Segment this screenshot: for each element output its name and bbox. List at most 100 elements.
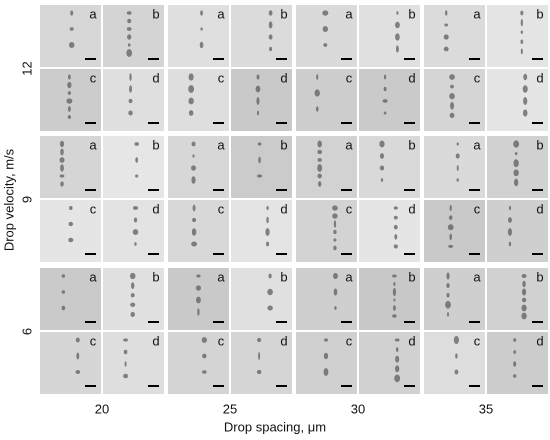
panel-letter: a (217, 6, 225, 21)
micrograph-panel (296, 69, 357, 131)
drop (322, 10, 329, 16)
micrograph-panel (487, 69, 548, 131)
drop (450, 84, 454, 89)
micrograph-panel (359, 69, 420, 131)
drop (200, 10, 204, 16)
drop (132, 229, 139, 235)
panel-letter: a (345, 269, 353, 284)
x-axis-label: Drop spacing, μm (224, 419, 326, 434)
drop (268, 34, 273, 40)
drop (514, 152, 518, 156)
drop (267, 305, 273, 311)
drop (521, 297, 527, 303)
drop (67, 81, 72, 89)
drop (128, 98, 133, 104)
micrograph-panel (40, 5, 101, 67)
drop (191, 176, 196, 184)
drop (256, 74, 260, 80)
drop (191, 228, 197, 236)
drop (68, 42, 75, 48)
drop (520, 10, 524, 16)
drop (129, 85, 133, 93)
drop (454, 369, 459, 375)
drop (394, 338, 400, 342)
drop (201, 337, 207, 343)
drop (333, 238, 337, 242)
drop (202, 353, 207, 359)
micrograph-panel (168, 200, 229, 262)
drop (126, 49, 133, 57)
drop (323, 338, 328, 342)
drop (132, 206, 139, 210)
drop (513, 361, 517, 367)
drop (188, 85, 195, 93)
micrograph-panel (487, 332, 548, 394)
micrograph-panel (231, 5, 292, 67)
drop (394, 365, 400, 373)
drop (395, 33, 400, 41)
panel-letter: b (408, 6, 415, 21)
drop (199, 41, 204, 49)
drop (66, 98, 73, 104)
drop (334, 306, 337, 310)
drop (318, 181, 322, 187)
drop (395, 355, 400, 363)
drop (446, 272, 450, 280)
drop (315, 106, 319, 112)
panel-letter: a (89, 137, 97, 152)
panel-letter: a (217, 137, 225, 152)
drop (188, 73, 194, 81)
panel-letter: c (218, 333, 225, 348)
panel-letter: b (536, 137, 543, 152)
panel-letter: c (474, 70, 481, 85)
drop (392, 288, 397, 296)
drop (129, 272, 136, 280)
drop (449, 93, 455, 100)
drop (379, 165, 385, 171)
panel-letter: b (536, 269, 543, 284)
drop (127, 34, 132, 40)
micrograph-panel (103, 332, 164, 394)
drop (514, 178, 519, 187)
panel-letter: d (280, 333, 287, 348)
drop (455, 153, 460, 159)
drop (258, 156, 261, 164)
drop (134, 242, 137, 246)
drop (188, 97, 194, 105)
micrograph-panel (487, 5, 548, 67)
drop (323, 352, 329, 360)
micrograph-panel (424, 5, 485, 67)
drop (520, 30, 524, 34)
drop (135, 157, 139, 163)
panel-letter: c (90, 70, 97, 85)
drop (522, 85, 528, 93)
panel-letter: a (89, 6, 97, 21)
drop (191, 165, 196, 171)
drop (508, 241, 512, 247)
drop (379, 153, 385, 159)
row-label: 6 (19, 328, 34, 335)
drop (128, 110, 133, 116)
drop (268, 21, 273, 29)
drop (196, 274, 201, 278)
drop (317, 173, 322, 179)
drop (383, 74, 387, 80)
drop (123, 338, 129, 342)
drop (513, 159, 519, 168)
drop (322, 26, 329, 32)
panel-letter: b (408, 137, 415, 152)
panel-letter: c (90, 201, 97, 216)
panel-letter: b (536, 6, 543, 21)
drop (266, 216, 269, 224)
drop (317, 164, 323, 172)
drop (447, 312, 450, 317)
drop (188, 110, 194, 116)
drop (255, 85, 261, 93)
drop (456, 178, 459, 182)
drop (507, 228, 512, 236)
drop (67, 91, 71, 95)
drop (130, 302, 136, 307)
panel-letter: a (217, 269, 225, 284)
drop (134, 142, 140, 146)
